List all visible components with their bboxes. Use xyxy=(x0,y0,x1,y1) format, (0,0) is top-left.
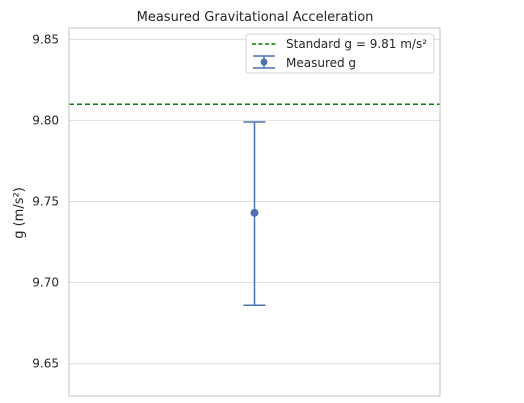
legend-label-measured-g: Measured g xyxy=(286,56,356,70)
y-tick-label: 9.85 xyxy=(32,32,59,46)
data-point-measured-g xyxy=(250,208,259,217)
series-layer xyxy=(243,121,266,306)
legend: Standard g = 9.81 m/s² Measured g xyxy=(245,33,435,74)
legend-box xyxy=(245,33,435,74)
legend-label-standard-g: Standard g = 9.81 m/s² xyxy=(286,37,427,51)
y-tick-label: 9.70 xyxy=(32,276,59,290)
plot-frame xyxy=(68,27,441,397)
y-tick-labels: 9.65 9.70 9.75 9.80 9.85 xyxy=(32,32,59,370)
chart-title: Measured Gravitational Acceleration xyxy=(137,10,374,25)
y-tick-label: 9.75 xyxy=(32,194,59,208)
y-tick-label: 9.80 xyxy=(32,113,59,127)
legend-swatch-measured-g xyxy=(253,55,275,69)
y-tick-label: 9.65 xyxy=(32,357,59,371)
y-axis-label: g (m/s²) xyxy=(12,187,27,239)
